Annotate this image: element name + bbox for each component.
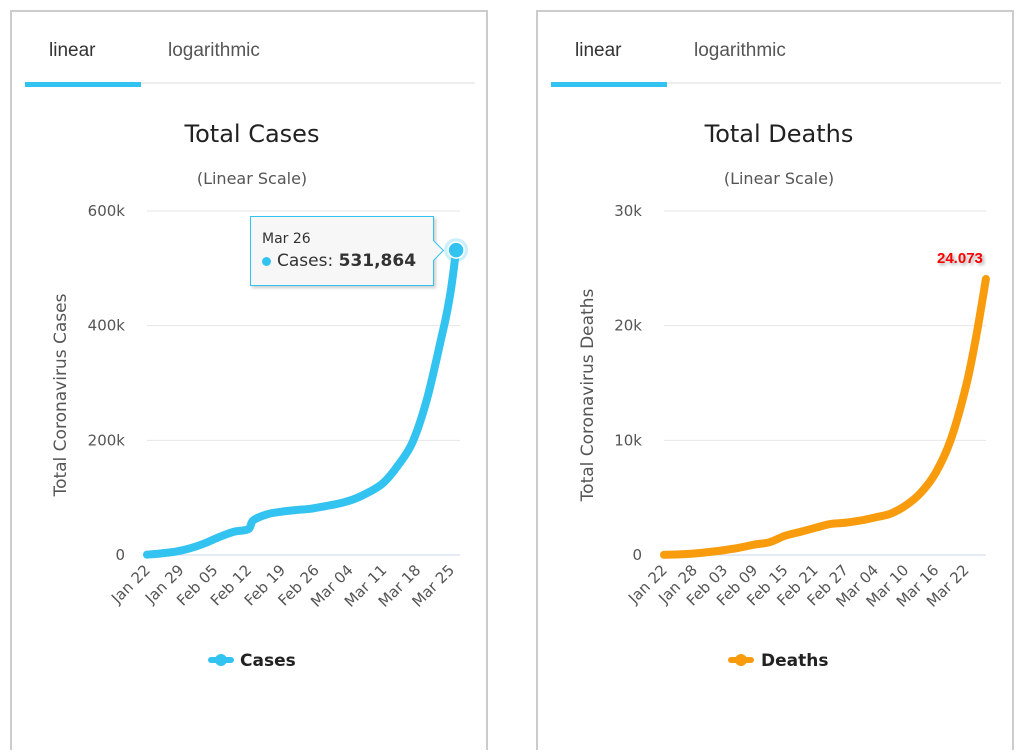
data-point[interactable] (158, 550, 164, 556)
chart-title: Total Cases (184, 120, 320, 148)
legend-symbol-marker (735, 654, 747, 666)
data-point[interactable] (448, 284, 454, 290)
data-point[interactable] (337, 500, 343, 506)
y-tick-label: 30k (614, 202, 642, 220)
legend[interactable]: Deaths (728, 651, 828, 671)
data-point[interactable] (973, 335, 979, 341)
data-point[interactable] (752, 542, 758, 548)
data-point[interactable] (706, 549, 712, 555)
data-point[interactable] (352, 496, 358, 502)
data-point[interactable] (676, 551, 682, 557)
data-point[interactable] (797, 529, 803, 535)
data-point[interactable] (443, 312, 449, 318)
active-tab-indicator (551, 82, 667, 87)
data-point[interactable] (439, 334, 445, 340)
y-tick-label: 600k (88, 202, 126, 220)
tab-logarithmic[interactable]: logarithmic (168, 40, 260, 61)
data-point[interactable] (366, 489, 372, 495)
data-point[interactable] (410, 439, 416, 445)
tooltip: Mar 26 Cases: 531,864 (250, 216, 445, 286)
data-point[interactable] (279, 509, 285, 515)
cases-chart-panel: linear logarithmic Total Cases (Linear S… (10, 10, 488, 750)
data-point[interactable] (963, 384, 969, 390)
data-point[interactable] (767, 539, 773, 545)
legend[interactable]: Cases (208, 651, 296, 671)
data-point[interactable] (721, 547, 727, 553)
data-point[interactable] (250, 517, 256, 523)
data-point[interactable] (265, 511, 271, 517)
series-line-cases[interactable] (143, 246, 461, 559)
chart-title: Total Deaths (704, 120, 854, 148)
tab-divider (551, 82, 1001, 84)
deaths-chart: Total Deaths (Linear Scale) Total Corona… (578, 120, 990, 671)
data-point[interactable] (827, 521, 833, 527)
active-tab-indicator (25, 82, 141, 87)
data-point[interactable] (294, 507, 300, 513)
y-tick-label: 20k (614, 317, 642, 335)
data-point[interactable] (173, 549, 179, 555)
data-point[interactable] (842, 520, 848, 526)
data-point[interactable] (323, 503, 329, 509)
legend-item-deaths[interactable]: Deaths (761, 651, 828, 671)
data-point[interactable] (782, 533, 788, 539)
data-point[interactable] (231, 529, 237, 535)
legend-item-cases[interactable]: Cases (240, 651, 296, 671)
tab-linear[interactable]: linear (575, 40, 622, 61)
data-point[interactable] (887, 511, 893, 517)
last-value-data-label: 24.073 (937, 250, 983, 267)
data-point[interactable] (202, 540, 208, 546)
tab-divider (25, 82, 475, 84)
data-point[interactable] (691, 550, 697, 556)
tooltip-row: Cases: 531,864 (262, 251, 416, 271)
tooltip-value: 531,864 (338, 251, 417, 271)
data-point[interactable] (948, 437, 954, 443)
data-point[interactable] (918, 490, 924, 496)
data-point[interactable] (736, 545, 742, 551)
chart-subtitle: (Linear Scale) (724, 169, 834, 188)
data-point[interactable] (661, 552, 667, 558)
data-point[interactable] (983, 276, 989, 282)
data-point[interactable] (812, 525, 818, 531)
y-tick-label: 0 (632, 546, 642, 564)
y-tick-label: 400k (88, 317, 126, 335)
y-axis-label: Total Coronavirus Cases (51, 293, 71, 497)
tab-linear[interactable]: linear (49, 40, 96, 61)
data-point[interactable] (857, 518, 863, 524)
chart-subtitle: (Linear Scale) (197, 169, 307, 188)
cases-chart: Total Cases (Linear Scale) Total Coronav… (51, 120, 469, 671)
legend-symbol-marker (215, 654, 227, 666)
hovered-point-marker[interactable] (447, 241, 465, 259)
data-point[interactable] (144, 552, 150, 558)
y-tick-label: 0 (115, 546, 125, 564)
data-point[interactable] (395, 462, 401, 468)
data-point[interactable] (933, 470, 939, 476)
y-tick-label: 200k (88, 431, 126, 449)
data-point[interactable] (902, 503, 908, 509)
tooltip-series-label: Cases: (277, 251, 334, 271)
series-line-deaths[interactable] (660, 274, 990, 559)
data-point[interactable] (381, 480, 387, 486)
y-axis-label: Total Coronavirus Deaths (578, 289, 598, 503)
data-point[interactable] (308, 506, 314, 512)
tooltip-date: Mar 26 (262, 231, 311, 247)
series-color-dot-icon (262, 256, 271, 266)
y-tick-label: 10k (614, 431, 642, 449)
data-point[interactable] (187, 545, 193, 551)
data-point[interactable] (872, 514, 878, 520)
tab-logarithmic[interactable]: logarithmic (694, 40, 786, 61)
data-point[interactable] (245, 526, 251, 532)
data-point[interactable] (216, 534, 222, 540)
data-point[interactable] (424, 395, 430, 401)
deaths-chart-panel: linear logarithmic Total Deaths (Linear … (536, 10, 1014, 750)
